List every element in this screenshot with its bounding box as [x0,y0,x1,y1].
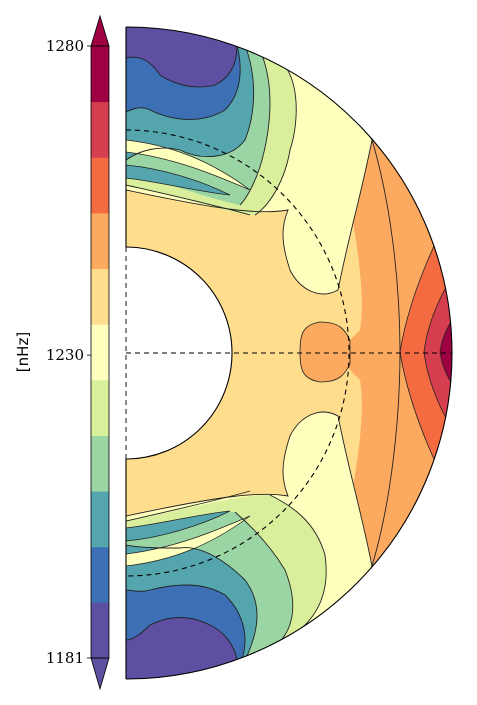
colorbar-segment [91,268,109,325]
streak-upper-1 [126,164,231,196]
colorbar-extend-top [90,14,110,47]
tachocline-dashed [125,129,350,577]
colorbar-extend-bottom [90,657,110,691]
colorbar-tick-label: 1181 [46,649,84,667]
colorbar-segment [91,46,109,103]
colorbar-segment [91,546,109,603]
colorbar-segment [91,324,109,381]
colorbar-segments [91,46,109,659]
colorbar-segment [91,379,109,436]
colorbar-frame [90,45,110,659]
colorbar-ticks: 1280 1230 1181 [46,37,91,667]
colorbar-segment [91,157,109,214]
colorbar-segment [91,491,109,548]
band-darkred-equator [439,299,452,405]
colorbar-tick-label: 1230 [46,346,84,364]
colorbar-tick-label: 1280 [46,37,84,55]
band-orange-tongue [299,321,351,383]
colorbar-segment [91,435,109,492]
colorbar-segment [91,101,109,158]
colorbar-segment [91,212,109,270]
inner-boundary [125,246,233,460]
streak-lower-1 [126,510,231,542]
plot-boundaries [125,26,453,680]
colorbar-label: [nHz] [14,332,32,372]
colorbar: 1280 1230 1181 [nHz] [14,14,110,691]
rotation-contour-plot [126,27,452,679]
colorbar-segment [91,602,109,659]
